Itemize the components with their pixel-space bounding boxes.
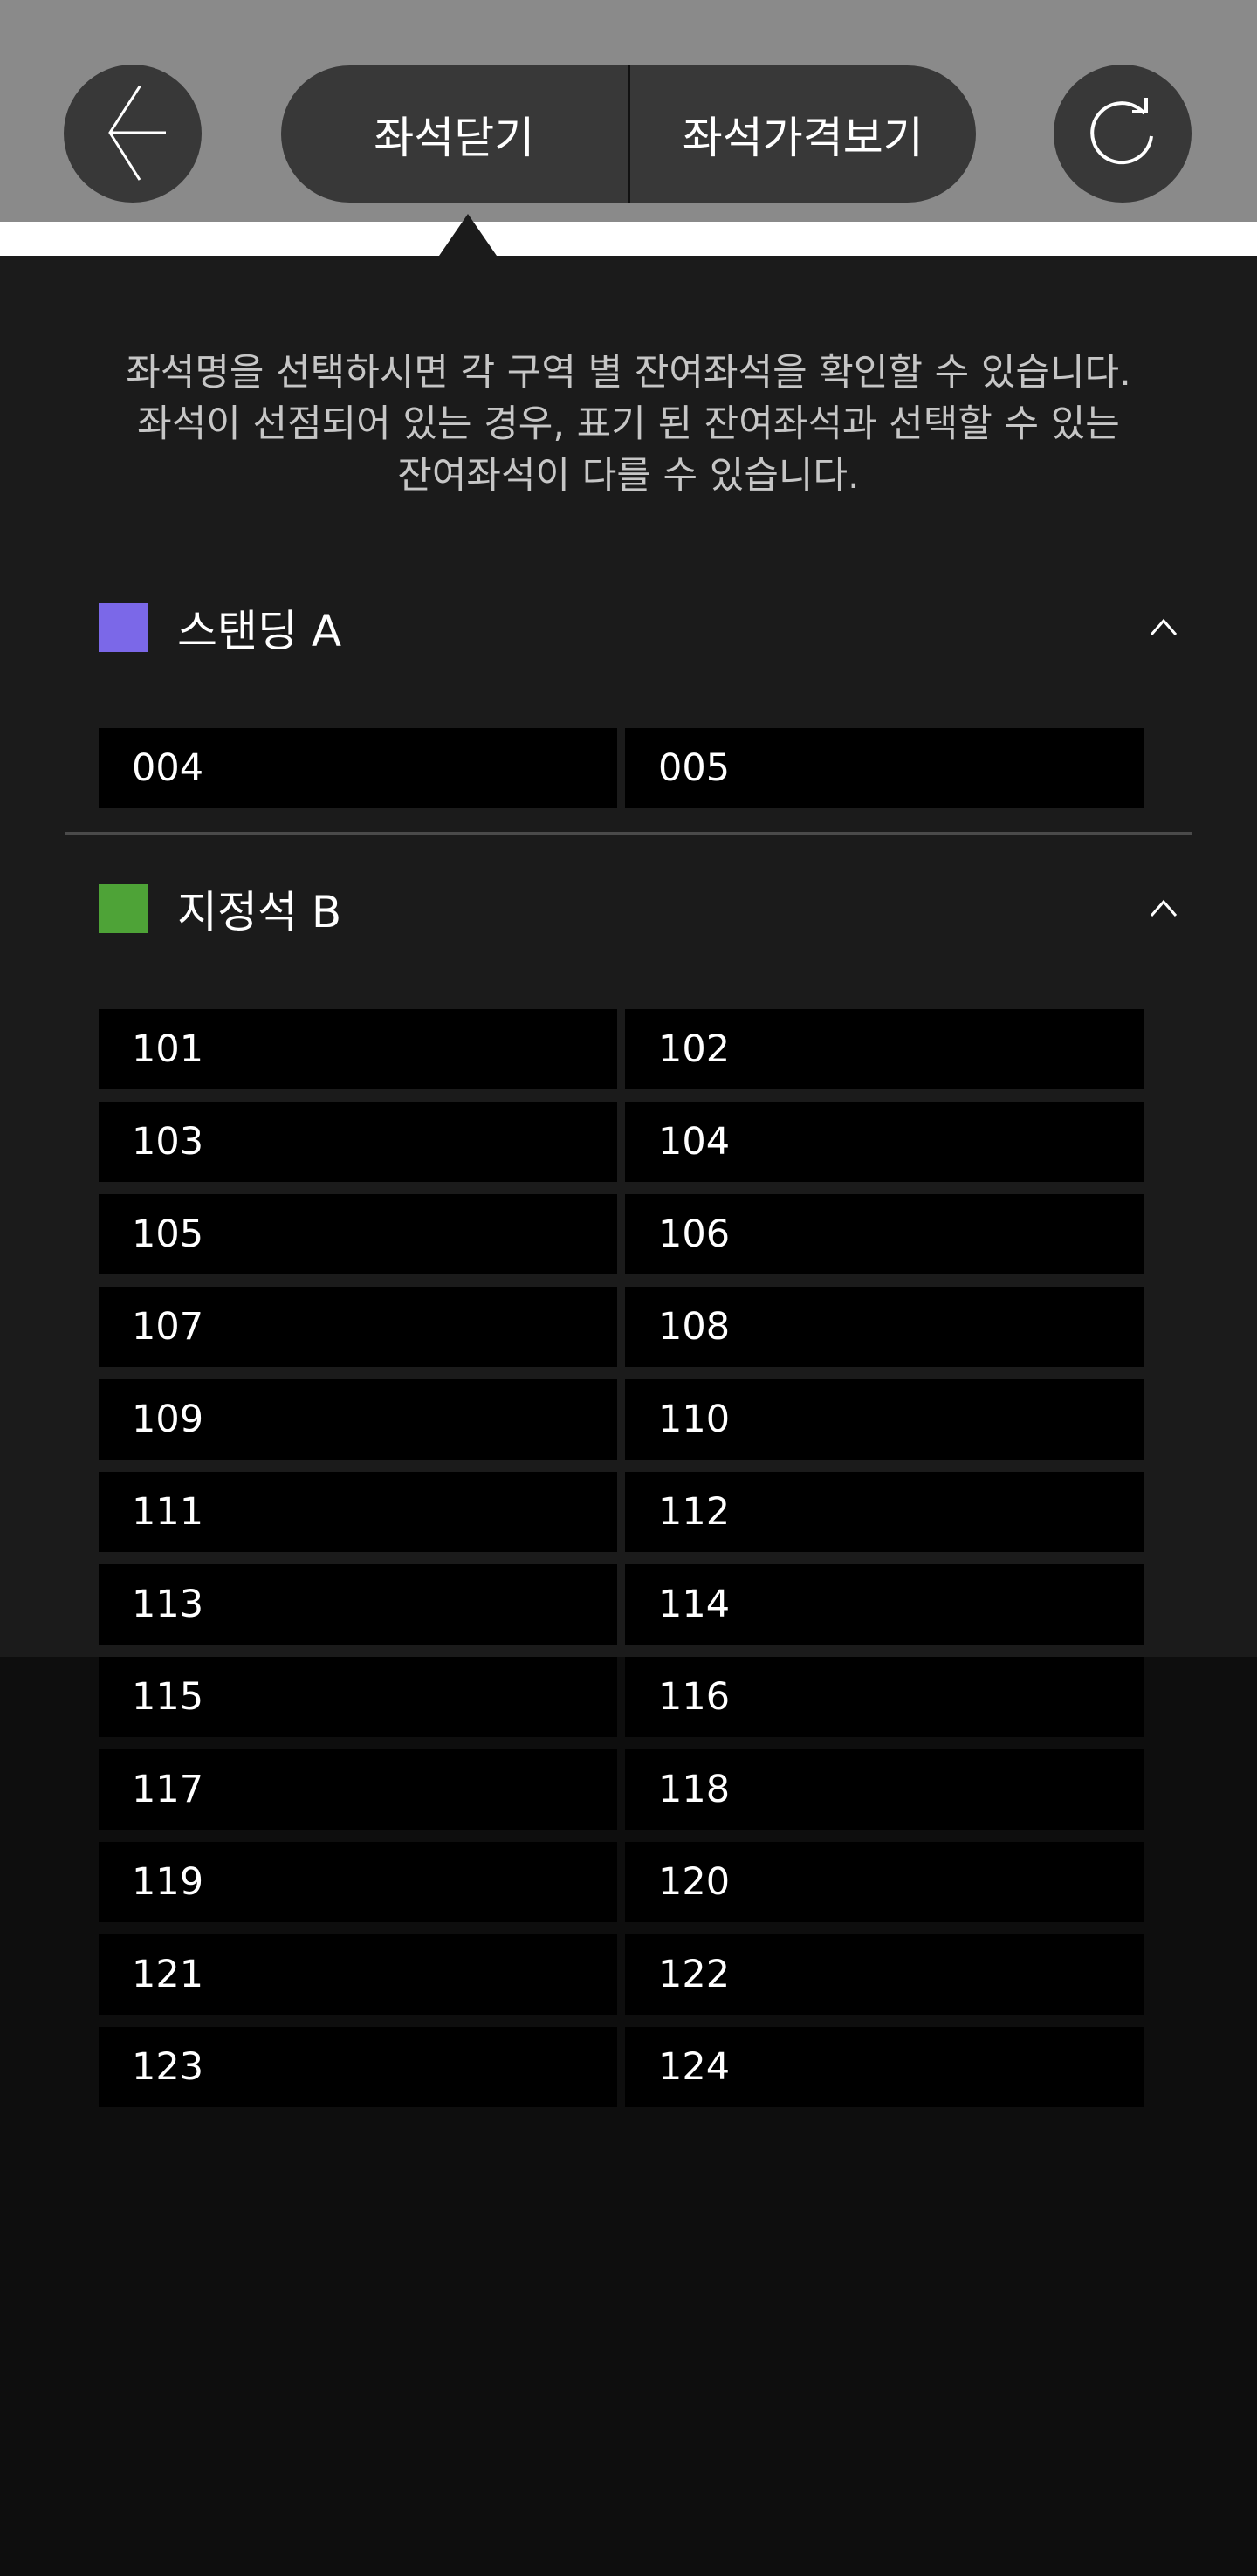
seat-block-item[interactable]: 121 xyxy=(99,1934,617,2015)
section-header-standing-a[interactable]: 스탠딩 A xyxy=(99,603,1181,656)
info-line: 좌석이 선점되어 있는 경우, 표기 된 잔여좌석과 선택할 수 있는 xyxy=(137,402,1120,446)
seat-block-item[interactable]: 005 xyxy=(625,728,1144,808)
refresh-icon xyxy=(1090,98,1153,165)
seat-block-item[interactable]: 102 xyxy=(625,1009,1144,1089)
chevron-up-icon[interactable] xyxy=(1146,608,1181,643)
info-line: 잔여좌석이 다를 수 있습니다. xyxy=(397,454,860,498)
section-color-swatch xyxy=(99,884,148,933)
tab-view-seat-prices[interactable]: 좌석가격보기 xyxy=(682,112,924,163)
seat-block-item[interactable]: 105 xyxy=(99,1194,617,1274)
seat-block-item[interactable]: 106 xyxy=(625,1194,1144,1274)
seat-block-item[interactable]: 104 xyxy=(625,1102,1144,1182)
back-button[interactable] xyxy=(64,65,202,203)
refresh-button[interactable] xyxy=(1054,65,1192,203)
info-line: 좌석명을 선택하시면 각 구역 별 잔여좌석을 확인할 수 있습니다. xyxy=(126,351,1131,395)
panel-pointer xyxy=(439,214,497,256)
tab-close-seats[interactable]: 좌석닫기 xyxy=(374,112,535,163)
seat-block-item[interactable]: 111 xyxy=(99,1472,617,1552)
arrow-left-icon xyxy=(108,86,166,181)
seat-grid-reserved-b: 101 102 103 104 105 106 107 108 109 110 111 112 113 1… xyxy=(99,1009,1144,2107)
seat-block-item[interactable]: 116 xyxy=(625,1657,1144,1737)
seat-block-item[interactable]: 109 xyxy=(99,1379,617,1460)
seat-block-item[interactable]: 108 xyxy=(625,1287,1144,1367)
seat-block-item[interactable]: 124 xyxy=(625,2027,1144,2107)
chevron-up-icon[interactable] xyxy=(1146,890,1181,924)
seat-block-item[interactable]: 123 xyxy=(99,2027,617,2107)
seat-block-item[interactable]: 103 xyxy=(99,1102,617,1182)
seat-block-item[interactable]: 107 xyxy=(99,1287,617,1367)
seat-block-item[interactable]: 122 xyxy=(625,1934,1144,2015)
seat-block-item[interactable]: 117 xyxy=(99,1749,617,1830)
header-separator xyxy=(0,222,1257,256)
seat-block-item[interactable]: 101 xyxy=(99,1009,617,1089)
seat-block-item[interactable]: 114 xyxy=(625,1564,1144,1645)
seat-toggle-group: 좌석닫기 좌석가격보기 xyxy=(281,65,976,203)
seat-block-item[interactable]: 119 xyxy=(99,1842,617,1922)
section-header-reserved-b[interactable]: 지정석 B xyxy=(99,884,1181,938)
section-color-swatch xyxy=(99,603,148,652)
tab-divider xyxy=(627,65,630,203)
seat-grid-standing-a: 004 005 xyxy=(99,728,1144,808)
seat-block-item[interactable]: 112 xyxy=(625,1472,1144,1552)
seat-block-item[interactable]: 120 xyxy=(625,1842,1144,1922)
section-divider xyxy=(65,832,1192,835)
seat-block-item[interactable]: 115 xyxy=(99,1657,617,1737)
section-label: 스탠딩 A xyxy=(177,606,342,656)
info-text: 좌석명을 선택하시면 각 구역 별 잔여좌석을 확인할 수 있습니다. 좌석이 … xyxy=(35,347,1222,502)
seat-block-item[interactable]: 118 xyxy=(625,1749,1144,1830)
seat-block-item[interactable]: 110 xyxy=(625,1379,1144,1460)
seat-block-item[interactable]: 004 xyxy=(99,728,617,808)
seat-block-item[interactable]: 113 xyxy=(99,1564,617,1645)
section-label: 지정석 B xyxy=(177,887,342,938)
